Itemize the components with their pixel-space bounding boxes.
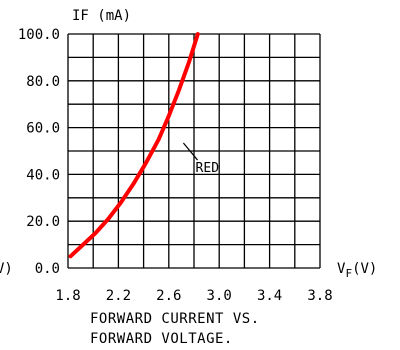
y-tick-label: 40.0 [26, 167, 60, 183]
x-tick-label: 3.8 [307, 288, 332, 304]
grid [67, 33, 321, 269]
x-tick-label: 1.8 [55, 288, 80, 304]
x-tick-label: 2.6 [156, 288, 181, 304]
annotation-label: RED [196, 161, 220, 176]
series-layer [68, 32, 200, 259]
y-tick-label: 100.0 [18, 27, 60, 43]
y-tick-label: 60.0 [26, 121, 60, 137]
y-axis-title: IF (mA) [72, 8, 131, 24]
tick-labels: 0.0 20.0 40.0 60.0 80.0 100.0 1.8 2.2 2.6 3.0 3.4 3… [18, 27, 333, 304]
annotation-leader-line [182, 142, 199, 161]
y-tick-label: 80.0 [26, 74, 60, 90]
series-line-red [68, 32, 200, 259]
y-tick-label: 0.0 [35, 261, 60, 277]
y-tick-label: 20.0 [26, 214, 60, 230]
x-axis-title: VF(V) [337, 261, 377, 280]
caption-line-2: FORWARD VOLTAGE. [90, 331, 233, 347]
caption-line-1: FORWARD CURRENT VS. [90, 311, 260, 327]
x-tick-label: 2.2 [106, 288, 131, 304]
x-tick-label: 3.4 [257, 288, 282, 304]
x-axis-title-unit: (V) [352, 261, 377, 277]
x-tick-label: 3.0 [207, 288, 232, 304]
x-axis-title-sub: F [345, 267, 352, 280]
left-clip-label: V) [0, 261, 13, 277]
x-axis-title-base: V [337, 261, 346, 277]
